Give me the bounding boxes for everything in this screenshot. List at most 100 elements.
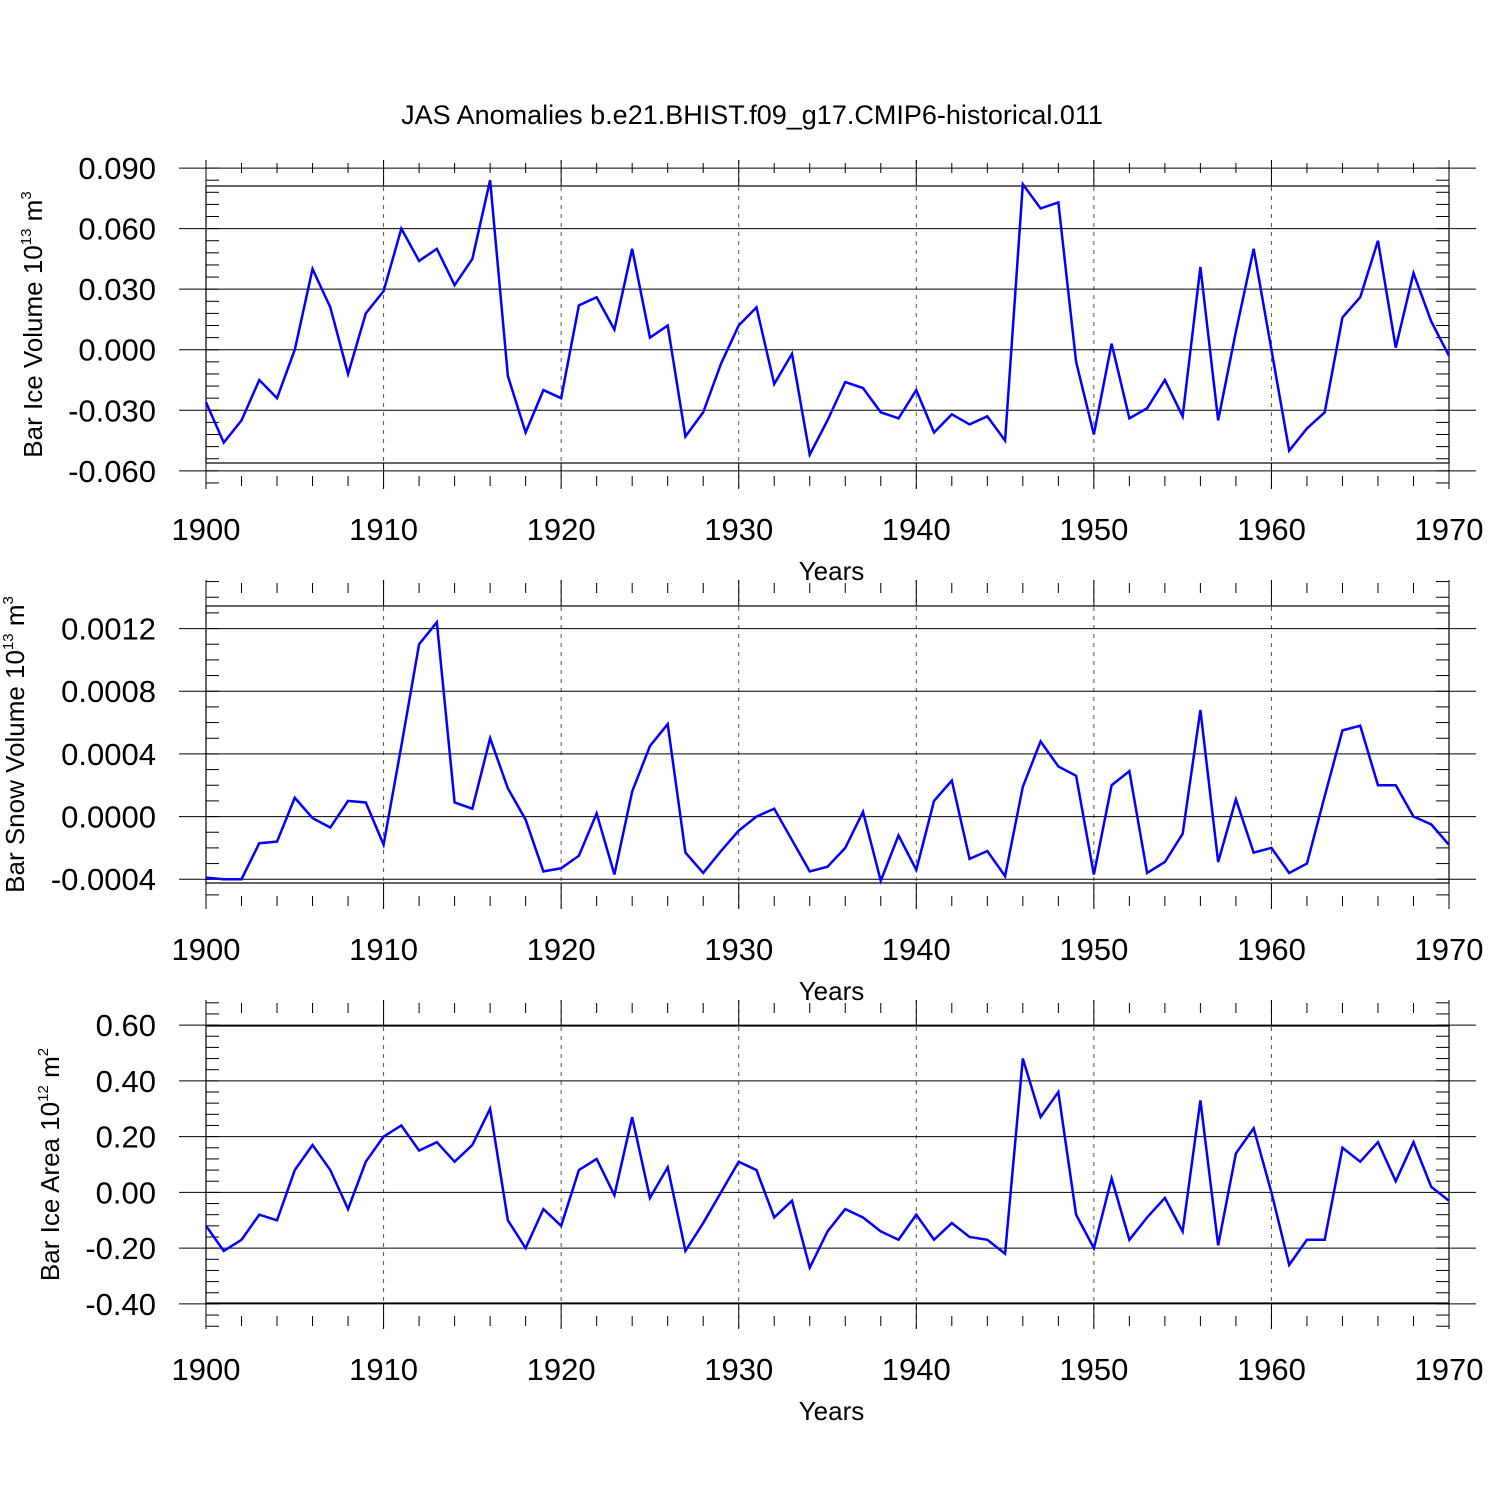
data-point: [311, 816, 315, 820]
data-point: [506, 786, 510, 790]
y-axis-label-text: Bar Snow Volume 10: [0, 650, 30, 893]
data-point: [417, 642, 421, 646]
data-point: [257, 378, 261, 382]
data-point: [808, 1266, 812, 1270]
y-axis-label-text: Bar Ice Area 10: [35, 1102, 65, 1281]
data-point: [950, 412, 954, 416]
data-point: [577, 854, 581, 858]
y-tick-label: 0.40: [96, 1064, 156, 1099]
data-point: [346, 1207, 350, 1211]
data-point: [1323, 1238, 1327, 1242]
data-point: [1198, 1098, 1202, 1102]
data-point: [1021, 785, 1025, 789]
data-point: [666, 722, 670, 726]
x-tick-label: 1900: [172, 1352, 241, 1387]
y-axis-label: Bar Ice Volume 1013 m3: [18, 191, 48, 457]
data-point: [879, 410, 883, 414]
x-tick-label: 1920: [527, 932, 596, 967]
data-point: [1429, 319, 1433, 323]
data-point: [737, 1160, 741, 1164]
x-tick-label: 1970: [1415, 512, 1484, 547]
data-point: [879, 1229, 883, 1233]
data-point: [1411, 271, 1415, 275]
data-point: [1039, 739, 1043, 743]
data-point: [1092, 433, 1096, 437]
y-axis-label: Bar Ice Area 1012 m2: [35, 1048, 65, 1281]
x-tick-label: 1950: [1059, 1352, 1128, 1387]
data-point: [1003, 874, 1007, 878]
y-tick-label: 0.090: [78, 151, 156, 186]
data-point: [1216, 418, 1220, 422]
x-tick-label: 1910: [349, 512, 418, 547]
data-point: [328, 305, 332, 309]
data-point: [701, 1221, 705, 1225]
y-axis-label-superscript: 13: [0, 633, 17, 650]
x-tick-label: 1960: [1237, 1352, 1306, 1387]
data-point: [275, 1218, 279, 1222]
data-point: [1323, 794, 1327, 798]
data-point: [612, 1193, 616, 1197]
data-point: [399, 1123, 403, 1127]
y-axis-label-text: m: [0, 604, 30, 633]
data-point: [240, 877, 244, 881]
data-point: [790, 352, 794, 356]
data-point: [950, 1221, 954, 1225]
data-point: [559, 1224, 563, 1228]
data-point: [470, 257, 474, 261]
x-tick-label: 1930: [704, 1352, 773, 1387]
data-point: [879, 879, 883, 883]
data-point: [577, 1168, 581, 1172]
figure-title: JAS Anomalies b.e21.BHIST.f09_g17.CMIP6-…: [401, 100, 1103, 130]
y-tick-label: -0.030: [68, 393, 156, 428]
data-point: [1411, 1140, 1415, 1144]
x-tick-label: 1910: [349, 932, 418, 967]
data-point: [382, 289, 386, 293]
data-point: [364, 1160, 368, 1164]
data-point: [1447, 843, 1451, 847]
data-point: [488, 736, 492, 740]
chart-panel-1: -0.060 -0.030 0.000 0.030 0.060 0.090 1900 1910…: [18, 151, 1483, 586]
data-point: [1358, 1160, 1362, 1164]
data-point: [861, 810, 865, 814]
y-tick-label: 0.0004: [61, 737, 156, 772]
data-point: [932, 799, 936, 803]
data-point: [470, 1143, 474, 1147]
data-point: [701, 410, 705, 414]
data-point: [524, 1246, 528, 1250]
data-point: [1287, 871, 1291, 875]
data-point: [772, 382, 776, 386]
data-point: [364, 311, 368, 315]
x-tick-label: 1950: [1059, 512, 1128, 547]
plot-frame: [205, 1025, 1450, 1304]
data-point: [204, 400, 208, 404]
data-point: [754, 1168, 758, 1172]
y-axis-label: Bar Snow Volume 1013 m3: [0, 596, 30, 893]
chart-panel-2: -0.0004 0.0000 0.0004 0.0008 0.0012 1900 1910 1…: [0, 580, 1483, 1006]
data-point: [470, 807, 474, 811]
data-point: [826, 418, 830, 422]
data-point: [399, 744, 403, 748]
y-axis-label-superscript: 3: [0, 596, 17, 604]
data-point: [364, 800, 368, 804]
y-axis-label-text: m: [35, 1056, 65, 1085]
y-axis-label-superscript: 3: [18, 191, 35, 199]
data-point: [1110, 342, 1114, 346]
data-point: [1110, 1176, 1114, 1180]
data-point: [1127, 1238, 1131, 1242]
data-point: [1163, 1196, 1167, 1200]
data-point: [772, 807, 776, 811]
data-point: [1056, 1090, 1060, 1094]
data-point: [719, 362, 723, 366]
data-point: [1287, 449, 1291, 453]
y-axis-label-superscript: 2: [35, 1048, 52, 1056]
data-point: [1394, 346, 1398, 350]
data-point: [1127, 769, 1131, 773]
data-point: [1340, 1146, 1344, 1150]
data-point: [382, 843, 386, 847]
data-point: [559, 396, 563, 400]
x-tick-label: 1940: [882, 932, 951, 967]
data-point: [1376, 783, 1380, 787]
data-point: [275, 840, 279, 844]
data-point: [328, 826, 332, 830]
data-point: [985, 849, 989, 853]
